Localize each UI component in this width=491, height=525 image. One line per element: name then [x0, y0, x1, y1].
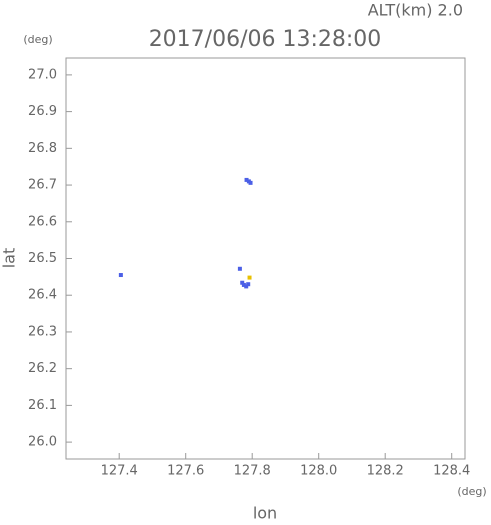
x-tick-label: 127.6: [167, 464, 204, 479]
point: [240, 280, 245, 285]
point: [244, 284, 249, 289]
y-tick-label: 26.1: [28, 398, 57, 413]
x-tick-label: 127.8: [234, 464, 271, 479]
point: [247, 275, 252, 280]
y-tick-label: 26.9: [28, 104, 57, 119]
x-tick-label: 128.4: [433, 464, 470, 479]
x-tick-label: 128.0: [300, 464, 337, 479]
x-axis-label: lon: [253, 504, 277, 522]
point: [118, 273, 123, 278]
y-tick-label: 26.3: [28, 324, 57, 339]
point: [248, 180, 253, 185]
y-tick-label: 26.0: [28, 435, 57, 450]
y-tick-label: 26.6: [28, 214, 57, 229]
x-tick-label: 127.4: [101, 464, 138, 479]
y-unit: (deg): [23, 33, 52, 46]
y-tick-label: 26.7: [28, 178, 57, 193]
x-unit: (deg): [457, 485, 486, 498]
point: [237, 266, 242, 271]
point: [244, 177, 249, 182]
y-tick-label: 26.2: [28, 361, 57, 376]
chart-title: 2017/06/06 13:28:00: [149, 27, 382, 52]
point: [246, 282, 251, 287]
y-axis-label: lat: [0, 248, 19, 269]
y-tick-label: 26.5: [28, 251, 57, 266]
y-tick-label: 27.0: [28, 67, 57, 82]
y-tick-label: 26.4: [28, 288, 57, 303]
y-tick-label: 26.8: [28, 141, 57, 156]
subtitle: ALT(km) 2.0: [368, 1, 463, 20]
plot-frame: [65, 57, 466, 460]
x-tick-label: 128.2: [367, 464, 404, 479]
point: [241, 282, 246, 287]
